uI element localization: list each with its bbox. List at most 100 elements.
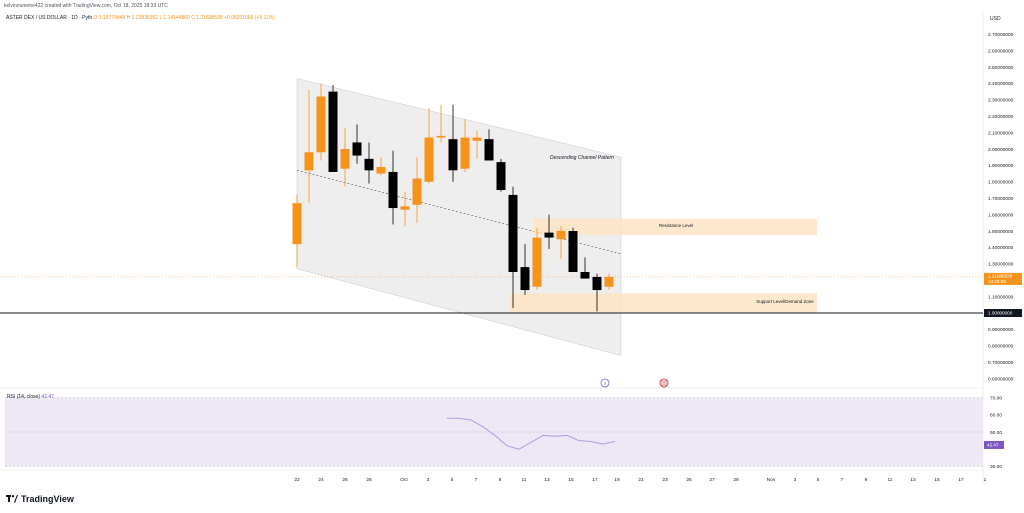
price-tag-countdown: 13:26:06 — [988, 279, 1006, 284]
candle-body — [604, 276, 614, 287]
candle-body — [388, 171, 398, 209]
brand-name: TradingView — [21, 494, 74, 504]
rsi-value-tag — [984, 440, 1004, 449]
time-tick-label: 19 — [614, 477, 620, 483]
price-tick-label: 1.40000000 — [988, 245, 1014, 251]
candle-body — [448, 139, 458, 171]
price-tick-label: 0.70000000 — [988, 360, 1014, 366]
time-tick-label: 3 — [794, 477, 797, 483]
candle-body — [352, 142, 362, 156]
candle-body — [532, 237, 542, 287]
price-tick-label: 2.00000000 — [988, 147, 1014, 153]
time-tick-label: 29 — [733, 477, 739, 483]
price-tick-label: 2.10000000 — [988, 130, 1014, 136]
resistance-zone — [534, 218, 817, 236]
tradingview-logo-icon — [6, 495, 18, 503]
symbol-name: ASTER DEX / US DOLLAR · 1D · Pyth — [6, 15, 93, 21]
time-tick-label: 7 — [475, 477, 478, 483]
rsi-title: RSI (14, close) — [7, 394, 41, 400]
change-value: +0.05931069 (+5.11%) — [224, 15, 275, 21]
time-tick-label: 3 — [427, 477, 430, 483]
support-price-value: 1.00000000 — [988, 311, 1013, 316]
price-tick-label: 2.60000000 — [988, 48, 1014, 54]
candle-body — [592, 276, 602, 291]
tradingview-brand[interactable]: TradingView — [6, 494, 74, 504]
symbol-legend: ASTER DEX / US DOLLAR · 1D · Pyth O 1.15… — [6, 15, 275, 21]
currency-label: USD — [990, 16, 1001, 22]
time-tick-label: 5 — [451, 477, 454, 483]
support-annotation: Support Level/Demand Zone — [756, 299, 814, 304]
candle-body — [424, 137, 434, 182]
time-tick-label: 15 — [934, 477, 940, 483]
price-tag-value: 1.21698538 — [988, 273, 1013, 278]
time-tick-label: Nov — [767, 477, 776, 483]
time-tick-label: 17 — [592, 477, 598, 483]
price-tick-label: 0.80000000 — [988, 344, 1014, 350]
lightning-glyph: ⚡ — [603, 381, 607, 387]
price-tick-label: 1.30000000 — [988, 262, 1014, 268]
close-value: C 1.21698538 — [191, 15, 223, 21]
candle-body — [292, 203, 302, 245]
time-tick-label: 26 — [342, 477, 348, 483]
rsi-legend: RSI (14, close) 42.47 — [7, 394, 54, 400]
price-tick-label: 0.60000000 — [988, 376, 1014, 382]
candle-body — [340, 149, 350, 169]
price-tick-label: 2.40000000 — [988, 81, 1014, 87]
time-tick-label: 13 — [910, 477, 916, 483]
time-tick-label: 17 — [958, 477, 964, 483]
resistance-annotation: Resistance Level — [659, 223, 693, 228]
time-tick-label: 25 — [686, 477, 692, 483]
time-tick-label: 1 — [984, 477, 987, 483]
candle-body — [580, 272, 590, 279]
time-tick-label: 11 — [888, 477, 893, 483]
price-tick-label: 2.30000000 — [988, 98, 1014, 104]
rsi-tick-label: 30.00 — [990, 464, 1002, 470]
candle-body — [304, 152, 314, 171]
price-tick-label: 2.70000000 — [988, 32, 1014, 38]
support-price-tag — [984, 309, 1022, 317]
candle-body — [364, 158, 374, 171]
candle-body — [568, 231, 578, 272]
time-tick-label: 22 — [294, 477, 300, 483]
descending-channel — [296, 78, 622, 356]
time-tick-label: 13 — [544, 477, 550, 483]
high-value: H 1.23835352 — [126, 15, 159, 21]
candle-body — [412, 178, 422, 205]
price-tick-label: 0.90000000 — [988, 327, 1014, 333]
price-tick-label: 2.50000000 — [988, 65, 1014, 71]
lightning-icon — [600, 378, 610, 388]
rsi-tick-label: 50.00 — [990, 430, 1002, 436]
time-tick-label: 9 — [499, 477, 502, 483]
time-tick-label: 5 — [817, 477, 820, 483]
price-tick-label: 1.70000000 — [988, 196, 1014, 202]
time-tick-label: 27 — [709, 477, 715, 483]
price-tick-label: 1.60000000 — [988, 212, 1014, 218]
candle-body — [508, 194, 518, 272]
rsi-line — [447, 417, 616, 450]
time-tick-label: 7 — [841, 477, 844, 483]
price-tick-label: 1.80000000 — [988, 180, 1014, 186]
rsi-value-tag-text: 42.47 — [987, 443, 999, 448]
rsi-tick-label: 60.00 — [990, 413, 1002, 419]
candle-body — [496, 162, 506, 190]
price-tag — [984, 272, 1022, 285]
candle-body — [316, 96, 326, 153]
time-tick-label: 9 — [865, 477, 868, 483]
rsi-value: 42.47 — [41, 394, 54, 400]
support-zone — [510, 293, 817, 313]
candle-body — [400, 206, 410, 210]
low-value: L 1.14144860 — [159, 15, 190, 21]
price-tick-label: 1.50000000 — [988, 229, 1014, 235]
price-tick-label: 1.10000000 — [988, 294, 1014, 300]
rsi-tick-label: 70.00 — [990, 395, 1002, 401]
candle-body — [376, 167, 386, 174]
candle-body — [484, 139, 494, 161]
open-value: O 1.15779448 — [93, 15, 126, 21]
candle-body — [544, 232, 554, 238]
time-tick-label: 15 — [568, 477, 574, 483]
time-tick-label: Oct — [400, 477, 408, 483]
time-tick-label: 11 — [522, 477, 527, 483]
candle-body — [520, 267, 530, 291]
candle-body — [436, 135, 446, 138]
